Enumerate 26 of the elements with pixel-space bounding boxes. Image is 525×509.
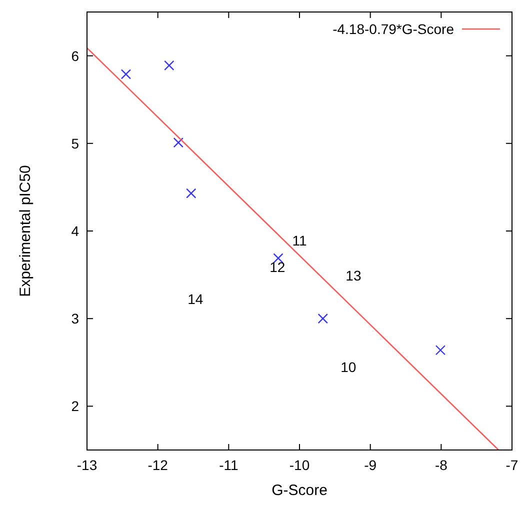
annotation: 14: [188, 290, 204, 307]
y-tick-label: 6: [71, 48, 80, 64]
x-tick-label: -8: [434, 457, 448, 473]
y-tick-label: 3: [71, 310, 80, 327]
point: [318, 314, 328, 324]
point: [164, 60, 174, 71]
point: [173, 137, 184, 148]
point: [186, 188, 196, 198]
point: [435, 345, 446, 356]
x-tick-label: -9: [364, 457, 377, 473]
x-axis-title: G-Score: [272, 482, 328, 499]
annotation: 10: [340, 358, 356, 375]
legend-label: -4.18-0.79*G-Score: [332, 21, 454, 37]
point: [120, 69, 132, 80]
annotation: 13: [346, 268, 362, 284]
x-tick-label: -11: [219, 457, 238, 473]
annotation: 12: [270, 258, 286, 275]
annotation: 11: [292, 232, 307, 249]
y-tick-label: 5: [71, 135, 80, 152]
y-tick-label: 4: [71, 223, 80, 239]
y-tick-label: 2: [71, 398, 80, 414]
y-axis-title: Experimental pIC50: [17, 165, 34, 297]
x-tick-label: -10: [289, 457, 310, 473]
x-tick-label: -13: [76, 457, 98, 473]
x-tick-label: -12: [148, 457, 168, 473]
x-tick-label: -7: [506, 457, 518, 473]
